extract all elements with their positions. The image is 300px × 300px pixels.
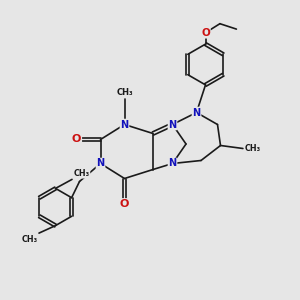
- Text: N: N: [96, 158, 105, 169]
- Text: N: N: [120, 119, 129, 130]
- Text: N: N: [192, 107, 201, 118]
- Text: N: N: [168, 158, 177, 169]
- Text: CH₃: CH₃: [116, 88, 133, 97]
- Text: N: N: [168, 119, 177, 130]
- Text: O: O: [201, 28, 210, 38]
- Text: CH₃: CH₃: [21, 235, 38, 244]
- Text: CH₃: CH₃: [244, 144, 261, 153]
- Text: O: O: [72, 134, 81, 145]
- Text: O: O: [120, 199, 129, 209]
- Text: CH₃: CH₃: [74, 169, 90, 178]
